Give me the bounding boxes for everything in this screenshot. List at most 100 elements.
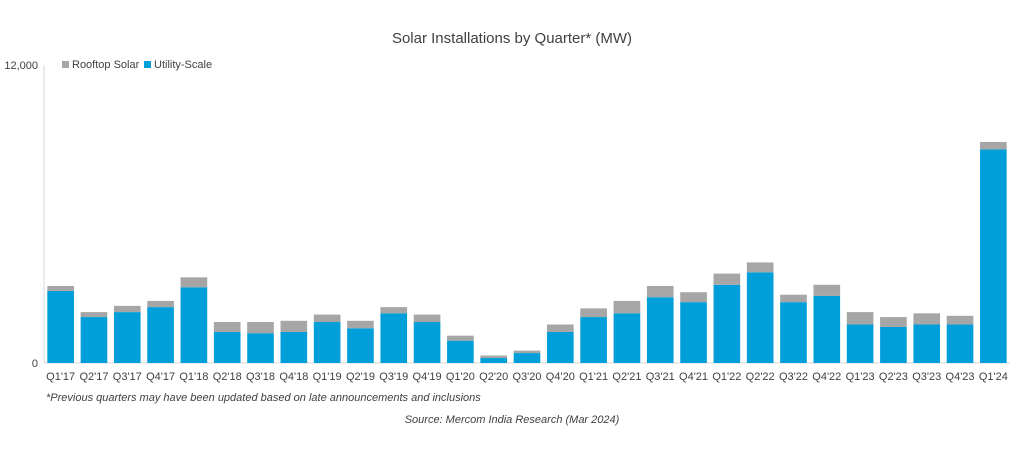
bar-utility-scale [147, 307, 174, 363]
bar-rooftop-solar [613, 300, 641, 314]
bar-utility-scale [47, 290, 74, 363]
bar-utility-scale [813, 295, 841, 363]
bar-rooftop-solar [447, 335, 474, 341]
bar-rooftop-solar [513, 350, 541, 354]
x-tick-label: Q4'22 [812, 371, 841, 383]
bar-rooftop-solar [347, 320, 374, 329]
bar-rooftop-solar [680, 292, 707, 303]
x-tick-label: Q4'19 [413, 371, 442, 383]
bar-utility-scale [280, 331, 308, 363]
x-tick-label: Q1'22 [712, 371, 741, 383]
x-tick-label: Q2'22 [746, 371, 775, 383]
bars-group [47, 141, 1007, 363]
bar-rooftop-solar [313, 314, 341, 323]
x-tick-label: Q3'21 [646, 371, 675, 383]
bar-utility-scale [247, 333, 274, 363]
bar-rooftop-solar [147, 300, 174, 308]
x-tick-label: Q2'17 [79, 371, 108, 383]
source-note: Source: Mercom India Research (Mar 2024) [404, 414, 620, 426]
x-tick-label: Q4'23 [946, 371, 975, 383]
bar-utility-scale [946, 324, 974, 363]
x-tick-label: Q3'17 [113, 371, 142, 383]
bar-utility-scale [313, 322, 341, 363]
bar-utility-scale [213, 331, 241, 363]
bar-rooftop-solar [746, 262, 774, 273]
bar-utility-scale [913, 324, 941, 363]
bar-rooftop-solar [247, 322, 274, 334]
x-axis-ticks: Q1'17 Q2'17 Q3'17 Q4'17 Q1'18 Q2'18 Q3'18 Q4'18… [46, 371, 1008, 383]
bar-rooftop-solar [946, 315, 974, 325]
bar-utility-scale [613, 313, 641, 363]
bar-utility-scale [680, 302, 707, 363]
bar-utility-scale [580, 317, 607, 363]
bar-utility-scale [880, 326, 907, 363]
x-tick-label: Q4'20 [546, 371, 575, 383]
bar-rooftop-solar [780, 294, 807, 303]
bar-utility-scale [646, 297, 674, 363]
bar-rooftop-solar [47, 286, 74, 291]
bar-utility-scale [846, 324, 874, 363]
x-tick-label: Q3'22 [779, 371, 808, 383]
bar-utility-scale [980, 149, 1007, 363]
y-axis-ticks: 0 12,000 [4, 60, 38, 370]
bar-rooftop-solar [80, 312, 108, 318]
bar-rooftop-solar [580, 308, 607, 318]
bar-utility-scale [780, 302, 807, 363]
bar-utility-scale [513, 353, 541, 363]
bar-utility-scale [413, 322, 441, 363]
bar-rooftop-solar [980, 141, 1007, 150]
x-tick-label: Q1'23 [846, 371, 875, 383]
bar-rooftop-solar [913, 313, 941, 325]
x-tick-label: Q1'21 [579, 371, 608, 383]
bar-rooftop-solar [280, 320, 308, 332]
x-tick-label: Q2'19 [346, 371, 375, 383]
footnote: *Previous quarters may have been updated… [46, 392, 481, 404]
x-tick-label: Q1'18 [179, 371, 208, 383]
legend-swatch [144, 61, 151, 68]
bar-utility-scale [447, 340, 474, 363]
bar-rooftop-solar [880, 317, 907, 327]
bar-utility-scale [113, 312, 141, 363]
bar-rooftop-solar [713, 273, 741, 285]
x-tick-label: Q2'21 [612, 371, 641, 383]
bar-utility-scale [746, 272, 774, 363]
x-tick-label: Q3'20 [512, 371, 541, 383]
bar-rooftop-solar [813, 284, 841, 296]
bar-rooftop-solar [646, 286, 674, 298]
bar-utility-scale [347, 328, 374, 363]
x-tick-label: Q4'18 [279, 371, 308, 383]
x-tick-label: Q2'23 [879, 371, 908, 383]
y-tick-label: 0 [32, 358, 38, 370]
bar-rooftop-solar [113, 305, 141, 313]
bar-rooftop-solar [480, 355, 508, 359]
x-tick-label: Q1'19 [313, 371, 342, 383]
x-tick-label: Q1'24 [979, 371, 1008, 383]
x-tick-label: Q4'21 [679, 371, 708, 383]
legend: Rooftop Solar Utility-Scale [62, 59, 212, 71]
x-tick-label: Q3'19 [379, 371, 408, 383]
bar-rooftop-solar [546, 324, 574, 332]
y-tick-label: 12,000 [4, 60, 38, 72]
x-tick-label: Q2'18 [213, 371, 242, 383]
x-tick-label: Q3'18 [246, 371, 275, 383]
bar-rooftop-solar [846, 312, 874, 325]
bar-utility-scale [80, 317, 108, 363]
x-tick-label: Q4'17 [146, 371, 175, 383]
bar-rooftop-solar [380, 307, 408, 314]
x-tick-label: Q2'20 [479, 371, 508, 383]
chart-title: Solar Installations by Quarter* (MW) [392, 30, 632, 47]
legend-label: Utility-Scale [154, 59, 212, 71]
bar-utility-scale [546, 331, 574, 363]
legend-label: Rooftop Solar [72, 59, 140, 71]
x-tick-label: Q1'20 [446, 371, 475, 383]
x-tick-label: Q1'17 [46, 371, 75, 383]
bar-utility-scale [180, 287, 208, 363]
bar-rooftop-solar [180, 277, 208, 288]
bar-rooftop-solar [213, 322, 241, 332]
bar-utility-scale [380, 313, 408, 363]
bar-utility-scale [713, 284, 741, 363]
bar-utility-scale [480, 358, 508, 363]
bar-rooftop-solar [413, 314, 441, 323]
legend-swatch [62, 61, 69, 68]
